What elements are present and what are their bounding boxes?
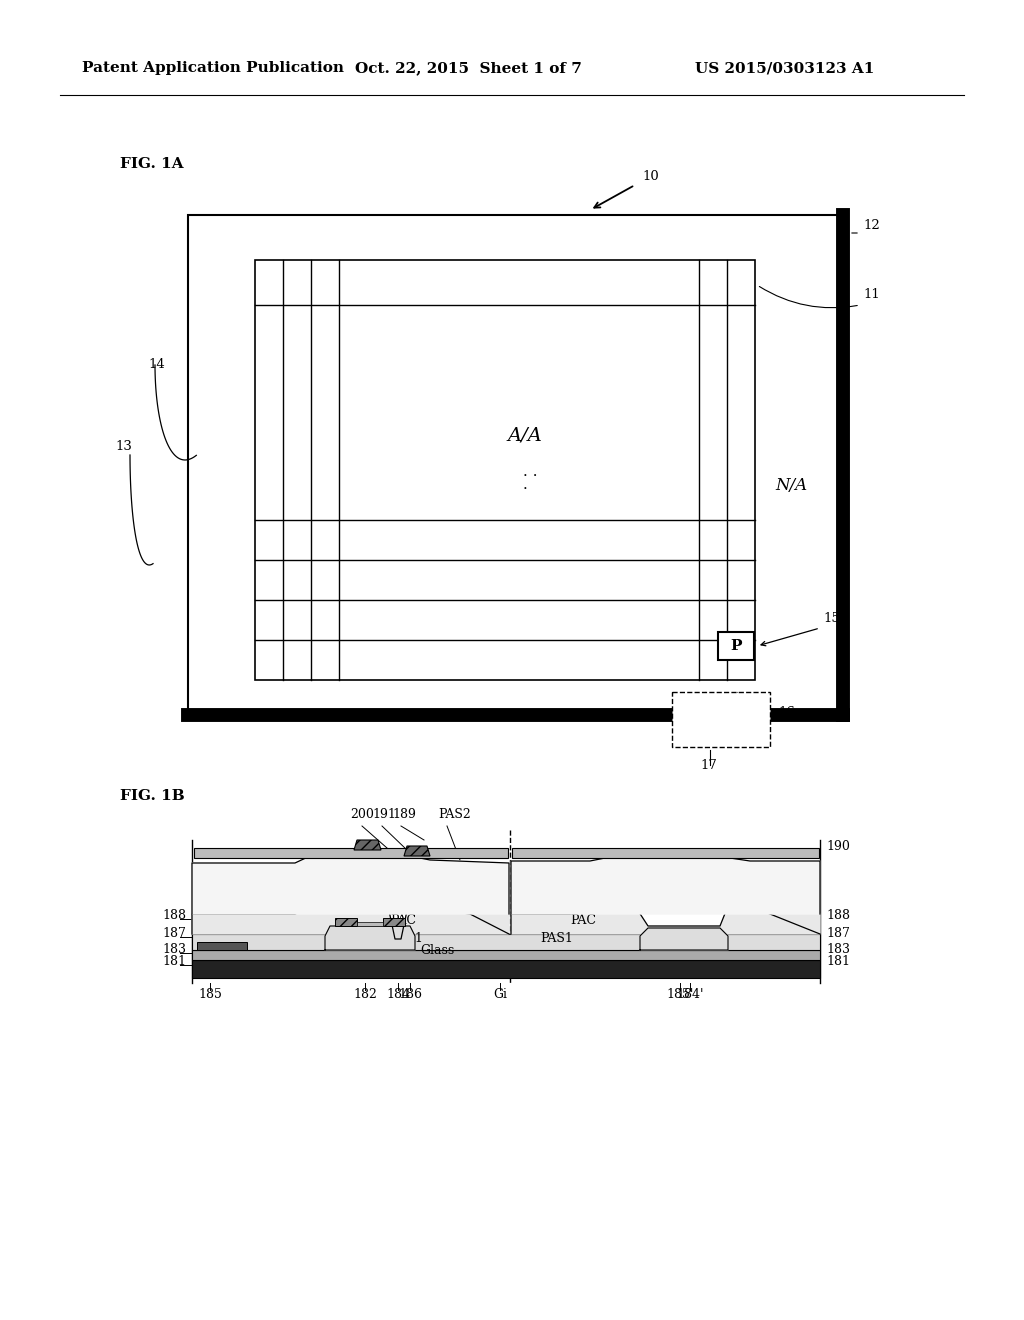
- Text: FIG. 1B: FIG. 1B: [120, 789, 184, 803]
- Bar: [188, 215, 843, 715]
- Text: 188: 188: [826, 909, 850, 921]
- Text: PAS2: PAS2: [550, 898, 583, 911]
- Text: 12: 12: [863, 219, 880, 232]
- Bar: [718, 632, 754, 660]
- Text: FIG. 1A: FIG. 1A: [120, 157, 183, 172]
- Text: 184: 184: [386, 987, 410, 1001]
- Text: 10: 10: [642, 170, 658, 183]
- Text: 15: 15: [823, 612, 840, 624]
- Bar: [741, 697, 766, 715]
- Text: 184': 184': [676, 987, 703, 1001]
- Text: Glass: Glass: [420, 944, 455, 957]
- Bar: [672, 692, 770, 747]
- Text: Oct. 22, 2015  Sheet 1 of 7: Oct. 22, 2015 Sheet 1 of 7: [355, 61, 582, 75]
- Text: PAC: PAC: [570, 913, 596, 927]
- Text: 186: 186: [398, 987, 422, 1001]
- Text: 200: 200: [350, 808, 374, 821]
- Text: 190: 190: [826, 840, 850, 853]
- Bar: [709, 725, 733, 743]
- Text: 181: 181: [826, 954, 850, 968]
- Text: 187: 187: [162, 927, 186, 940]
- Polygon shape: [511, 906, 820, 935]
- Text: 188: 188: [162, 909, 186, 921]
- Polygon shape: [511, 850, 820, 913]
- Text: P: P: [730, 639, 741, 653]
- Text: 187: 187: [826, 927, 850, 940]
- Text: 14: 14: [148, 358, 165, 371]
- Bar: [660, 942, 710, 950]
- Text: PAC: PAC: [390, 913, 416, 927]
- Text: 185: 185: [198, 987, 222, 1001]
- Bar: [197, 942, 247, 950]
- Text: 181: 181: [162, 954, 186, 968]
- Text: PAS2: PAS2: [438, 808, 471, 821]
- Text: PAS1: PAS1: [390, 932, 423, 945]
- Polygon shape: [354, 840, 381, 850]
- Bar: [193, 960, 820, 978]
- Text: 189: 189: [392, 808, 416, 821]
- Bar: [335, 917, 357, 927]
- Text: N/A: N/A: [775, 477, 807, 494]
- Bar: [193, 935, 820, 950]
- Bar: [676, 725, 700, 743]
- Bar: [255, 260, 755, 680]
- Polygon shape: [193, 850, 509, 913]
- Polygon shape: [193, 906, 509, 939]
- Text: PAS1: PAS1: [540, 932, 572, 945]
- Text: 13: 13: [115, 440, 132, 453]
- Text: 17: 17: [700, 759, 717, 772]
- Text: 16: 16: [778, 705, 795, 718]
- Text: US 2015/0303123 A1: US 2015/0303123 A1: [695, 61, 874, 75]
- Bar: [383, 917, 406, 927]
- Bar: [194, 847, 508, 858]
- Text: Patent Application Publication: Patent Application Publication: [82, 61, 344, 75]
- Bar: [512, 847, 819, 858]
- Text: 182: 182: [353, 987, 377, 1001]
- Polygon shape: [325, 927, 415, 950]
- Bar: [676, 697, 700, 715]
- Bar: [741, 725, 766, 743]
- Text: 191: 191: [372, 808, 396, 821]
- Bar: [193, 950, 820, 960]
- Text: 185': 185': [667, 987, 693, 1001]
- Text: Gi: Gi: [493, 987, 507, 1001]
- Text: A/A: A/A: [508, 426, 543, 444]
- Text: 11: 11: [863, 288, 880, 301]
- Bar: [357, 921, 383, 927]
- Text: 183: 183: [162, 942, 186, 956]
- Bar: [330, 942, 410, 950]
- Bar: [709, 697, 733, 715]
- Polygon shape: [404, 846, 430, 855]
- Text: 183: 183: [826, 942, 850, 956]
- Text: ·: ·: [522, 482, 527, 496]
- Polygon shape: [640, 928, 728, 950]
- Text: · ·: · ·: [522, 469, 538, 483]
